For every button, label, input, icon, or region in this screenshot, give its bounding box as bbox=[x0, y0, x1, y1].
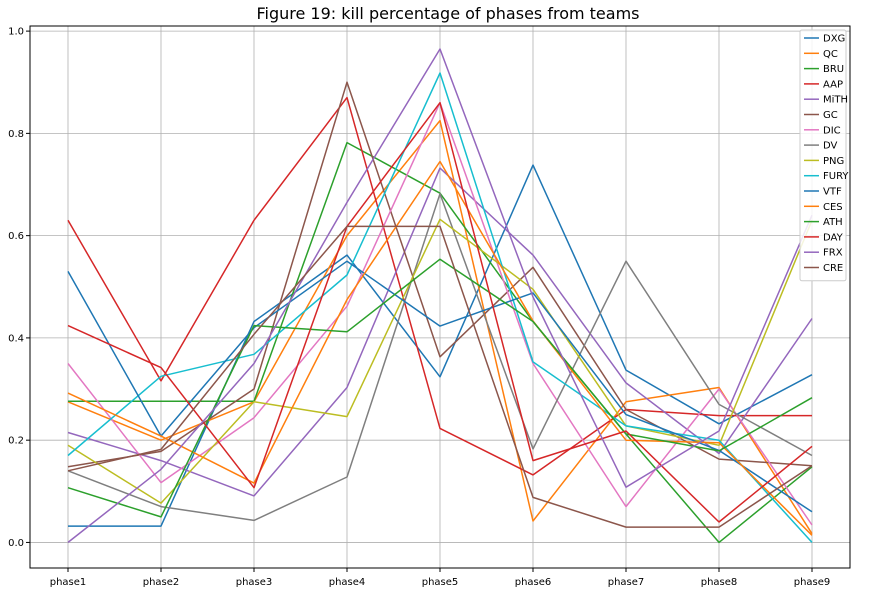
legend-label: ATH bbox=[823, 217, 843, 228]
series-line-cre bbox=[67, 225, 813, 528]
x-tick-label: phase8 bbox=[701, 577, 738, 588]
legend-label: DAY bbox=[823, 232, 844, 243]
legend-label: GC bbox=[823, 110, 838, 121]
x-tick-label: phase2 bbox=[143, 577, 180, 588]
series-line-dxg bbox=[68, 164, 813, 527]
y-tick-label: 1.0 bbox=[8, 27, 24, 38]
series-line-qc bbox=[67, 119, 813, 535]
x-tick-label: phase6 bbox=[515, 577, 552, 588]
legend-label: DXG bbox=[823, 34, 845, 45]
y-tick-label: 0.6 bbox=[8, 231, 24, 242]
series-line-day bbox=[67, 101, 813, 523]
y-tick-label: 0.0 bbox=[8, 538, 24, 549]
series-line-mith bbox=[67, 167, 813, 497]
y-tick-label: 0.2 bbox=[8, 436, 24, 447]
legend-label: VTF bbox=[823, 187, 842, 198]
series-line-dv bbox=[67, 192, 813, 522]
chart-title: Figure 19: kill percentage of phases fro… bbox=[256, 4, 639, 23]
legend-box bbox=[799, 29, 847, 282]
series-line-aap bbox=[67, 96, 812, 476]
legend-label: MiTH bbox=[823, 95, 848, 106]
x-tick-label: phase9 bbox=[794, 577, 831, 588]
legend-label: QC bbox=[823, 49, 838, 60]
y-tick-label: 0.4 bbox=[8, 333, 24, 344]
x-tick-label: phase4 bbox=[329, 577, 366, 588]
x-tick-label: phase5 bbox=[422, 577, 459, 588]
series-line-vtf bbox=[67, 260, 813, 513]
series-lines bbox=[67, 48, 813, 544]
series-line-frx bbox=[67, 48, 813, 543]
legend-label: FURY bbox=[823, 171, 849, 182]
legend-label: BRU bbox=[823, 64, 844, 75]
legend: DXG QC BRU AAP MiTH GC DIC DV PNG FURY VTF CES ATH DA… bbox=[799, 29, 849, 282]
grid-lines bbox=[30, 26, 850, 568]
x-tick-label: phase7 bbox=[608, 577, 645, 588]
legend-label: FRX bbox=[823, 248, 843, 259]
x-tick-label: phase3 bbox=[236, 577, 273, 588]
x-tick-label: phase1 bbox=[50, 577, 87, 588]
series-line-fury bbox=[67, 72, 813, 543]
legend-label: DV bbox=[823, 141, 838, 152]
axes: phase1 phase2 phase3 phase4 phase5 phase6 phas… bbox=[8, 27, 830, 588]
legend-label: AAP bbox=[823, 79, 843, 90]
legend-label: PNG bbox=[823, 156, 844, 167]
y-tick-label: 0.8 bbox=[8, 129, 24, 140]
legend-label: CES bbox=[823, 202, 843, 213]
legend-label: DIC bbox=[823, 125, 841, 136]
series-line-ath bbox=[67, 258, 813, 518]
legend-label: CRE bbox=[823, 263, 843, 274]
